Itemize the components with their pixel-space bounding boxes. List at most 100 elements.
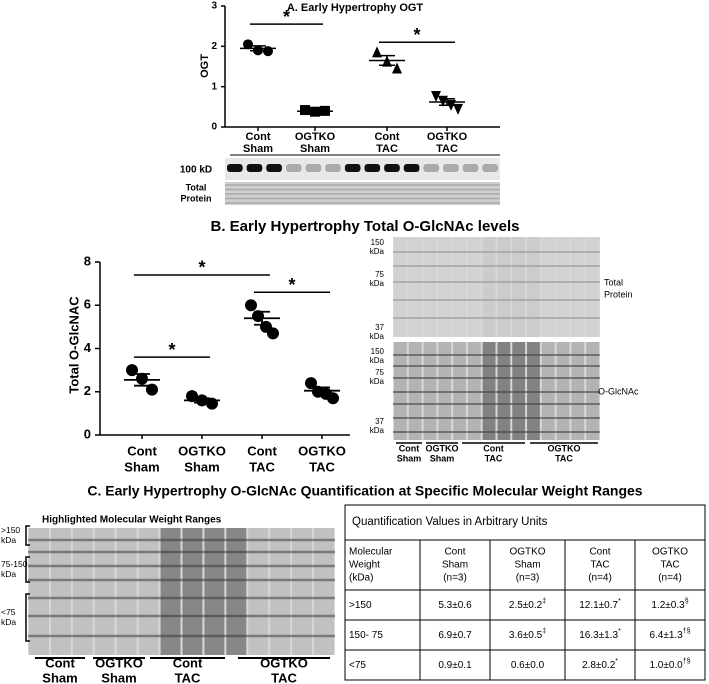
category-label: TAC <box>436 143 458 155</box>
blot-lane <box>423 237 437 337</box>
marker-label: kDa <box>370 332 385 341</box>
lane-label: TAC <box>271 670 297 684</box>
lane-label: Cont <box>173 655 203 670</box>
blot-band <box>482 164 498 172</box>
blot-lane <box>248 528 269 655</box>
cell-value: 1.0±0.0 <box>649 660 683 671</box>
table-header: (n=4) <box>658 573 682 584</box>
table-cell: 6.9±0.7 <box>438 630 472 641</box>
blot-band <box>423 164 440 172</box>
table-cell: 150- 75 <box>349 630 383 641</box>
sem-bar <box>134 373 150 387</box>
blot-label: Total <box>604 277 623 287</box>
marker-label: 75 <box>375 270 384 279</box>
blot <box>225 158 500 180</box>
blot-lane <box>527 237 540 337</box>
blot-lane <box>512 237 526 337</box>
sem-bar <box>254 310 270 326</box>
blot-lane <box>394 237 407 337</box>
panel-c-title: C. Early Hypertrophy O-GlcNAc Quantifica… <box>87 483 642 499</box>
table-header: Sham <box>442 560 468 571</box>
y-tick-label: 3 <box>211 1 217 12</box>
cell-value: 0.6±0.0 <box>511 660 545 671</box>
sem-bar <box>439 98 455 106</box>
blot-lane <box>467 237 481 337</box>
category-label: OGTKO <box>298 443 346 458</box>
significance-label: * <box>283 7 290 27</box>
chart-title: A. Early Hypertrophy OGT <box>287 2 424 14</box>
table-cell: 6.4±1.3†§ <box>649 628 690 641</box>
table-header: (n=4) <box>588 573 612 584</box>
lane-label: TAC <box>175 670 201 684</box>
blot-lane <box>408 237 422 337</box>
blot-band <box>443 164 459 172</box>
category-label: TAC <box>309 459 335 474</box>
lane-label: OGTKO <box>548 443 581 453</box>
data-point <box>372 46 382 58</box>
sem-bar <box>307 109 323 113</box>
lane-label: Sham <box>101 670 136 684</box>
y-tick-label: 8 <box>84 253 91 268</box>
sem-bar <box>314 386 330 395</box>
category-label: OGTKO <box>427 131 468 143</box>
table-header: Sham <box>514 560 540 571</box>
lane-label: Sham <box>397 453 422 463</box>
blot-label: O-GlcNAc <box>598 386 639 396</box>
cell-value: 12.1±0.7 <box>579 600 618 611</box>
blot-lane <box>94 528 115 655</box>
category-label: TAC <box>249 459 275 474</box>
lane-label: TAC <box>555 453 573 463</box>
y-axis-label: OGT <box>199 54 211 78</box>
blot-band <box>285 164 302 172</box>
y-axis-label: Total O-GlcNAC <box>66 296 81 394</box>
blot-lane <box>160 528 181 655</box>
range-bracket <box>25 556 30 583</box>
table-header: (n=3) <box>516 573 540 584</box>
blot-lane <box>72 528 93 655</box>
cell-mark: †§ <box>683 628 691 635</box>
table-header: Molecular <box>349 547 393 558</box>
cell-value: 6.4±1.3 <box>649 630 683 641</box>
range-label: kDa <box>1 569 16 579</box>
blot-band <box>384 164 400 172</box>
lane-label: Cont <box>399 443 420 453</box>
blot-lane <box>541 237 555 337</box>
category-label: OGTKO <box>295 131 336 143</box>
lane-label: OGTKO <box>426 443 459 453</box>
marker-label: 150 <box>371 347 385 356</box>
lane-label: OGTKO <box>260 655 308 670</box>
cell-value: <75 <box>349 660 366 671</box>
category-label: Cont <box>247 443 277 458</box>
blot-lane <box>438 237 452 337</box>
data-point <box>453 103 463 115</box>
cell-value: 6.9±0.7 <box>438 630 472 641</box>
data-point <box>392 62 402 74</box>
blot-lane <box>116 528 137 655</box>
cell-value: 1.2±0.3 <box>651 600 685 611</box>
lane-label: Sham <box>430 453 455 463</box>
data-point <box>305 377 317 390</box>
category-label: TAC <box>376 143 398 155</box>
y-tick-label: 2 <box>84 383 91 398</box>
table-cell: 0.6±0.0 <box>511 660 545 671</box>
table-cell: <75 <box>349 660 366 671</box>
lane-label: TAC <box>485 453 503 463</box>
table-cell: 12.1±0.7* <box>579 598 621 611</box>
range-label: >150 <box>1 525 20 535</box>
table-header: (n=3) <box>443 573 467 584</box>
lane-label: Cont <box>483 443 504 453</box>
y-tick-label: 2 <box>211 41 217 52</box>
table-cell: 1.2±0.3§ <box>651 598 688 611</box>
blot-lane <box>182 528 203 655</box>
blot-band <box>344 164 361 172</box>
blot-band <box>364 164 381 172</box>
category-label: Sham <box>184 459 219 474</box>
y-tick-label: 4 <box>84 340 92 355</box>
significance-label: * <box>288 275 295 295</box>
range-label: kDa <box>1 617 16 627</box>
blot-lane <box>482 237 496 337</box>
blot-title: Highlighted Molecular Weight Ranges <box>42 515 222 526</box>
range-label: 75-150 <box>1 559 28 569</box>
marker-label: kDa <box>370 377 385 386</box>
lane-label: Sham <box>42 670 77 684</box>
